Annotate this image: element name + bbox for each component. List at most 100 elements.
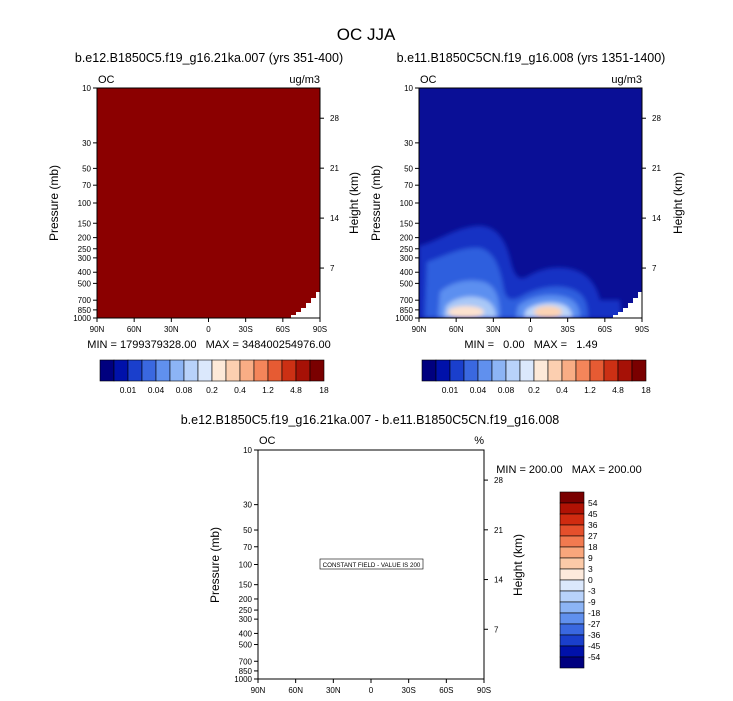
colorbar-2-box — [617, 359, 633, 382]
colorbar-1-box — [225, 359, 241, 382]
panel-2-xtick-label: 60S — [598, 325, 612, 334]
panel-3-xtick-label: 60S — [439, 686, 453, 695]
colorbar-3-box — [559, 656, 585, 669]
panel-2-ytick-label: 30 — [404, 139, 413, 148]
colorbar-1-box — [239, 359, 255, 382]
panel-3-y2tick-label: 28 — [494, 476, 503, 485]
colorbar-1-box — [155, 359, 171, 382]
colorbar-1-box — [253, 359, 269, 382]
colorbar-3-box — [559, 513, 585, 526]
colorbar-3-label: -27 — [588, 619, 601, 629]
panel-2-ytick-label: 700 — [400, 296, 414, 305]
panel-1-xtick-label: 60S — [276, 325, 290, 334]
panel-2-title: b.e11.B1850C5CN.f19_g16.008 (yrs 1351-14… — [397, 51, 666, 65]
panel-2-y2tick-label: 7 — [652, 264, 657, 273]
panel-2-ytick-label: 400 — [400, 268, 414, 277]
panel-3-ytick-label: 30 — [243, 501, 252, 510]
colorbar-3-box — [559, 535, 585, 548]
colorbar-1-box — [295, 359, 311, 382]
panel-2-field — [419, 88, 642, 318]
colorbar-1-label: 18 — [319, 385, 329, 395]
colorbar-2-box — [519, 359, 535, 382]
colorbar-3-box — [559, 568, 585, 581]
colorbar-2-box — [547, 359, 563, 382]
panel-2-xtick-label: 30S — [561, 325, 575, 334]
panel-3-ytick-label: 850 — [239, 667, 253, 676]
panel-3-ytick-label: 100 — [239, 561, 253, 570]
panel-1-var-label: OC — [98, 74, 115, 86]
panel-3-xtick-label: 0 — [369, 686, 374, 695]
panel-3-ytick-label: 1000 — [234, 675, 252, 684]
panel-1-ytick-label: 400 — [78, 268, 92, 277]
panel-2-ytick-label: 500 — [400, 279, 414, 288]
colorbar-1-label: 4.8 — [290, 385, 302, 395]
panel-3-ytick-label: 150 — [239, 581, 253, 590]
panel-1-y2tick-label: 7 — [330, 264, 335, 273]
colorbar-1-label: 0.4 — [234, 385, 246, 395]
panel-2-ytick-label: 50 — [404, 164, 413, 173]
colorbar-2-label: 0.4 — [556, 385, 568, 395]
panel-2-stats: MIN = 0.00 MAX = 1.49 — [464, 339, 597, 351]
panel-1-xtick-label: 30N — [164, 325, 179, 334]
colorbar-2-label: 0.04 — [470, 385, 487, 395]
colorbar-2-label: 4.8 — [612, 385, 624, 395]
panel-3-ytick-label: 250 — [239, 606, 253, 615]
colorbar-3-box — [559, 612, 585, 625]
colorbar-1-box — [197, 359, 213, 382]
panel-2-xtick-label: 0 — [528, 325, 533, 334]
colorbar-3-box — [559, 557, 585, 570]
panel-2-xtick-label: 60N — [449, 325, 464, 334]
panel-2-y2tick-label: 21 — [652, 164, 661, 173]
colorbar-3-box — [559, 623, 585, 636]
panel-3-ytick-label: 50 — [243, 526, 252, 535]
panel-3-ytick-label: 70 — [243, 543, 252, 552]
panel-2-ylabel: Pressure (mb) — [369, 165, 383, 241]
colorbar-2-box — [463, 359, 479, 382]
colorbar-1-box — [113, 359, 129, 382]
panel-1-y2tick-label: 28 — [330, 114, 339, 123]
panel-2-ytick-label: 250 — [400, 245, 414, 254]
colorbar-3-label: 18 — [588, 542, 598, 552]
panel-1-ytick-label: 250 — [78, 245, 92, 254]
colorbar-2-label: 0.01 — [442, 385, 459, 395]
colorbar-1-box — [211, 359, 227, 382]
colorbar-3-box — [559, 645, 585, 658]
panel-3-var-label: OC — [259, 435, 276, 447]
panel-3-title: b.e12.B1850C5.f19_g16.21ka.007 - b.e11.B… — [181, 413, 560, 427]
panel-2-y2tick-label: 28 — [652, 114, 661, 123]
panel-3-ytick-label: 400 — [239, 629, 253, 638]
panel-3: b.e12.B1850C5.f19_g16.21ka.007 - b.e11.B… — [181, 413, 642, 695]
colorbar-2-box — [449, 359, 465, 382]
panel-2-xtick-label: 90N — [412, 325, 427, 334]
panel-1-missing-region — [291, 292, 320, 318]
panel-1-y2tick-label: 21 — [330, 164, 339, 173]
colorbar-1-box — [281, 359, 297, 382]
colorbar-3-box — [559, 579, 585, 592]
colorbar-3-label: -54 — [588, 652, 601, 662]
colorbar-2-label: 1.2 — [584, 385, 596, 395]
colorbar-2-label: 0.2 — [528, 385, 540, 395]
panel-2-ytick-label: 850 — [400, 306, 414, 315]
panel-3-ytick-label: 200 — [239, 595, 253, 604]
panel-3-xtick-label: 30S — [402, 686, 416, 695]
colorbar-2-box — [533, 359, 549, 382]
panel-1-ytick-label: 1000 — [73, 314, 91, 323]
colorbar-1-label: 0.2 — [206, 385, 218, 395]
panel-2-ytick-label: 70 — [404, 181, 413, 190]
panel-1-ytick-label: 70 — [82, 181, 91, 190]
panel-2-max-2 — [534, 306, 562, 318]
panel-3-annotation-box — [319, 558, 424, 570]
panel-1-xtick-label: 90N — [90, 325, 105, 334]
panel-2-ytick-label: 100 — [400, 199, 414, 208]
colorbar-3-label: 36 — [588, 520, 598, 530]
panel-3-stats: MIN = 200.00 MAX = 200.00 — [496, 464, 642, 476]
panel-1-xtick-label: 90S — [313, 325, 327, 334]
panel-2-ytick-label: 150 — [400, 219, 414, 228]
panel-3-ytick-label: 10 — [243, 446, 252, 455]
colorbar-1-box — [127, 359, 143, 382]
panel-3-unit-label: % — [474, 435, 484, 447]
colorbar-1-label: 0.04 — [148, 385, 165, 395]
colorbar-3-box — [559, 524, 585, 537]
colorbar-3-label: 45 — [588, 509, 598, 519]
panel-2-unit-label: ug/m3 — [611, 74, 642, 86]
